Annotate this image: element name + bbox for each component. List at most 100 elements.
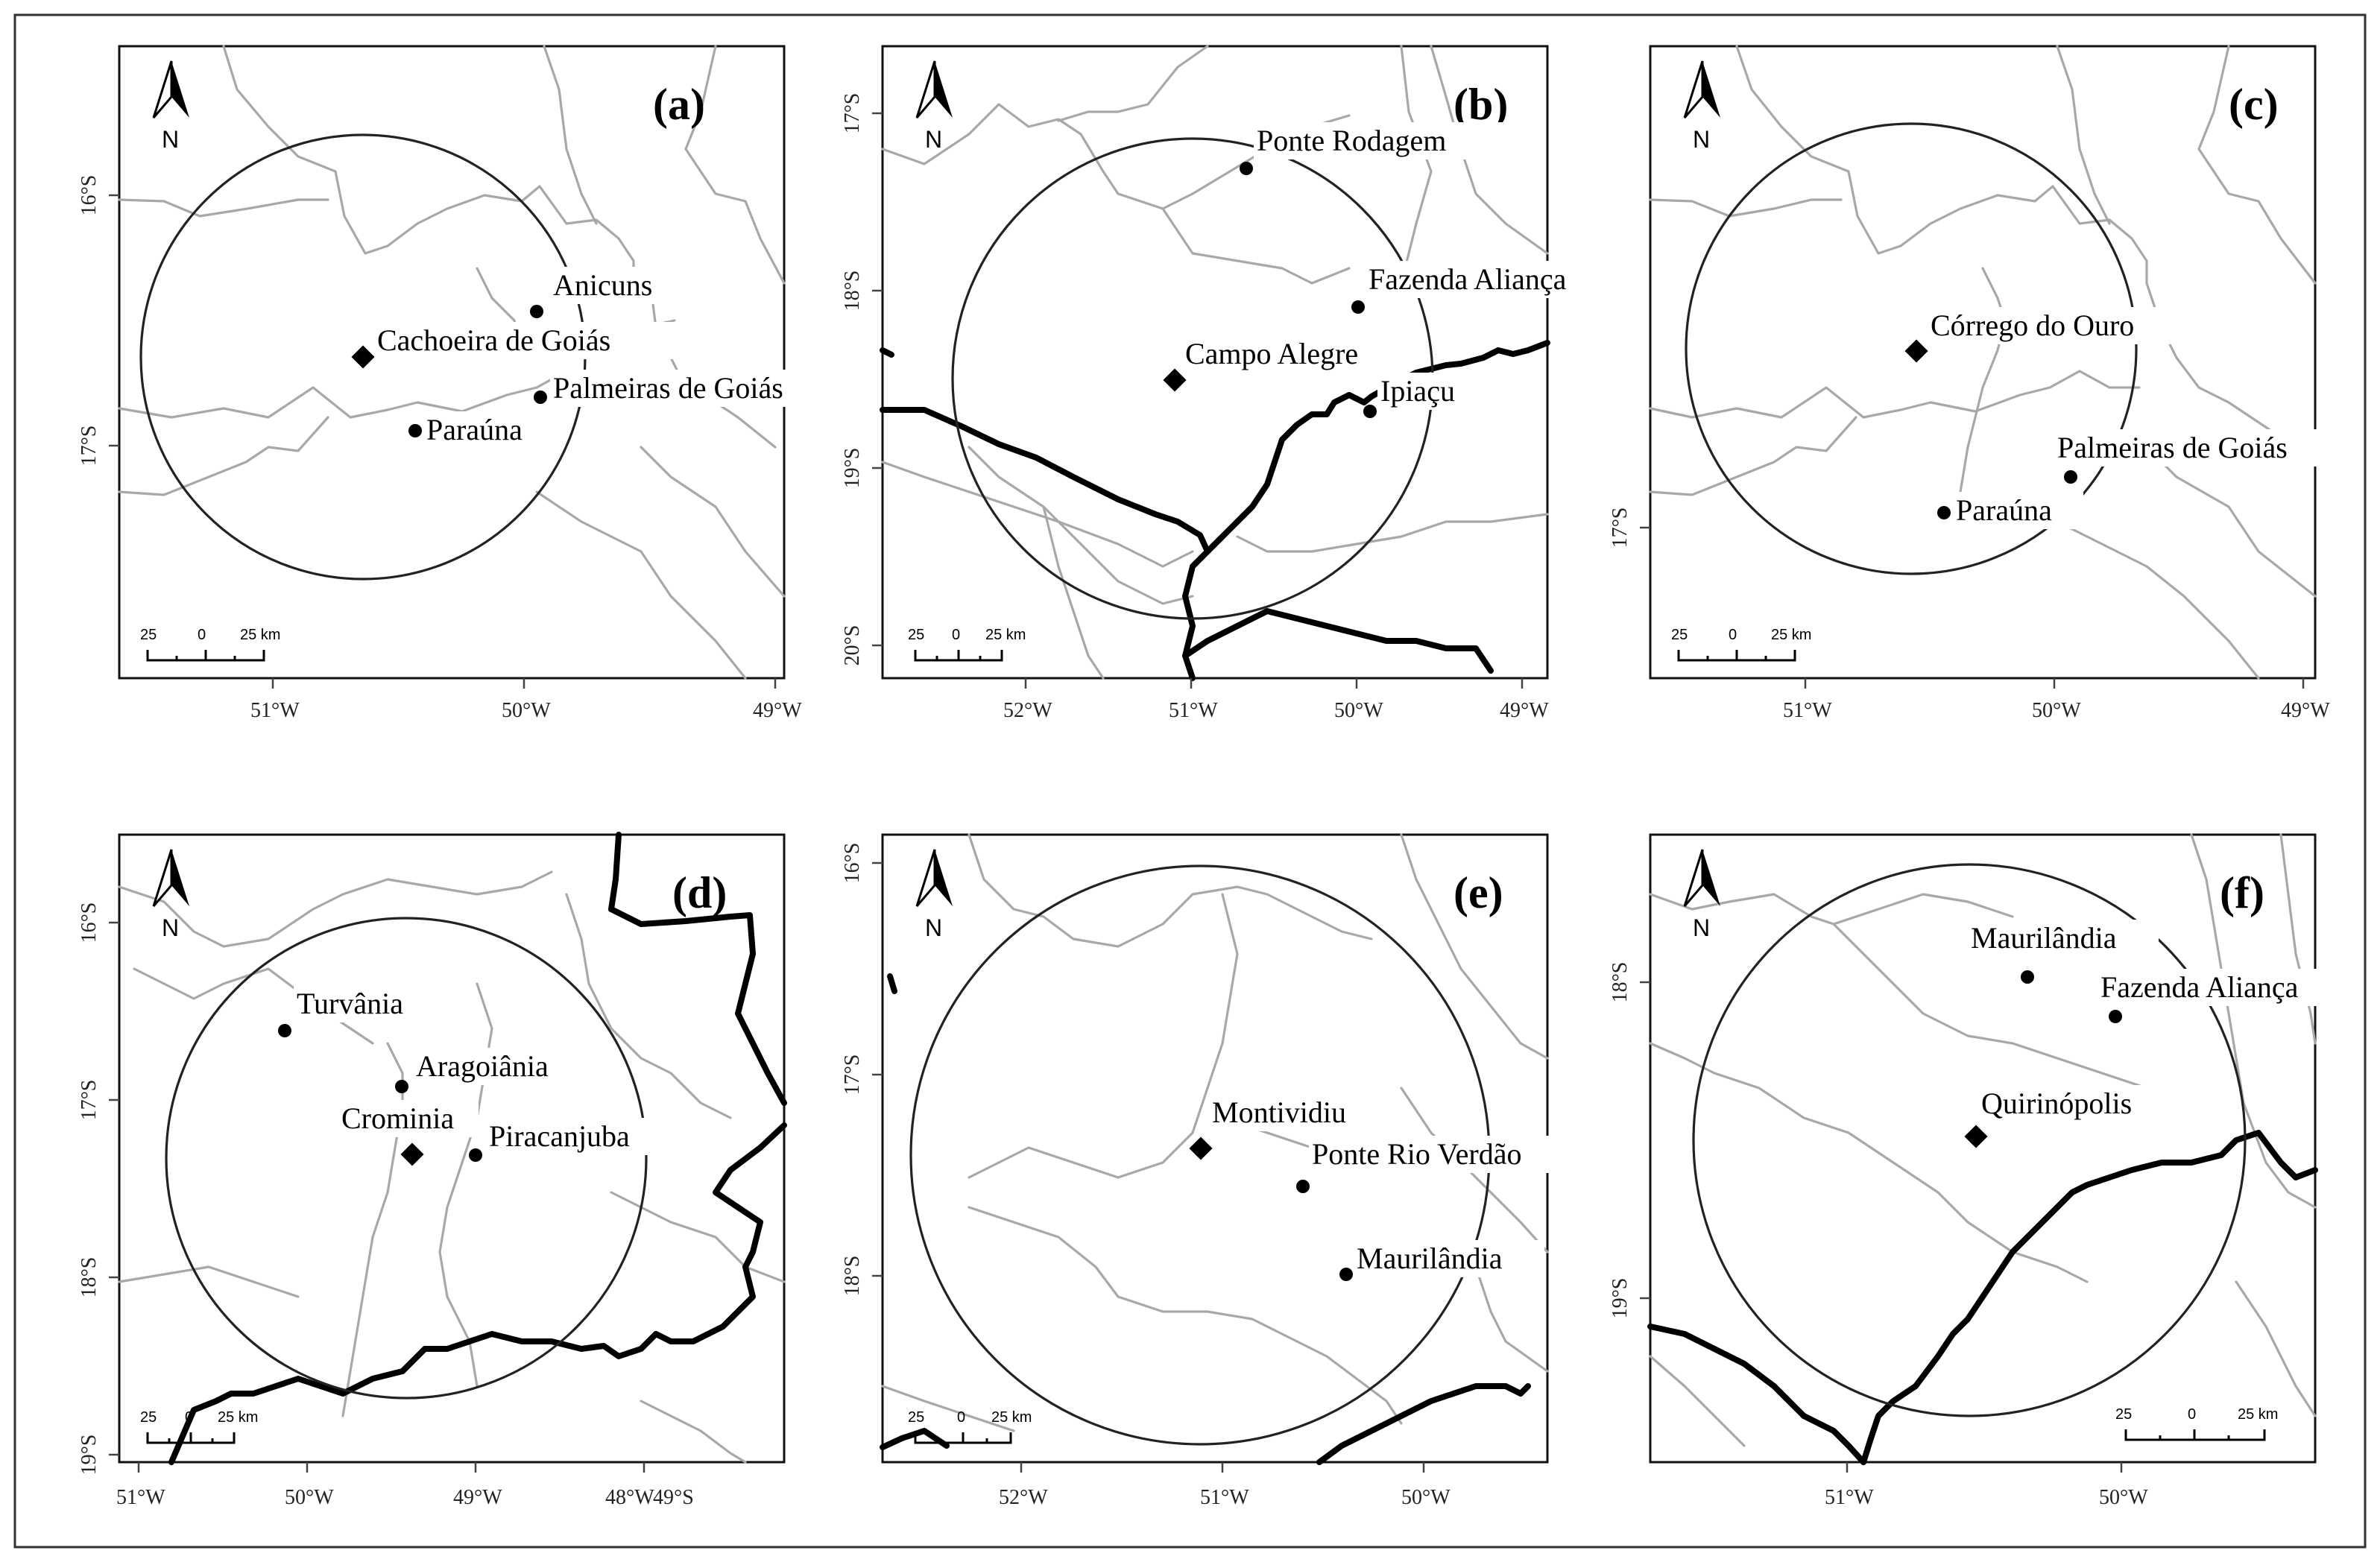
y-tick-f-0: 18°S (1609, 962, 1632, 1003)
y-tick-d-2: 18°S (78, 1257, 101, 1298)
center-label-d: Crominia (341, 1101, 454, 1135)
center-label-a: Cachoeira de Goiás (377, 323, 610, 357)
station-label-f-1: Fazenda Aliança (2100, 970, 2299, 1004)
y-tick-d-0: 16°S (78, 902, 101, 943)
station-label-c-0: Palmeiras de Goiás (2057, 431, 2288, 464)
x-tick-e-0: 52°W (999, 1486, 1048, 1509)
panel-label-e: (e) (1453, 868, 1503, 917)
x-tick-d-2: 49°W (453, 1486, 502, 1509)
y-tick-e-1: 17°S (841, 1054, 864, 1095)
x-tick-c-2: 49°W (2281, 699, 2330, 722)
station-label-a-2: Paraúna (426, 413, 523, 446)
x-tick-b-1: 51°W (1169, 699, 1218, 722)
y-tick-a-1: 17°S (78, 426, 101, 467)
scale-zero-b: 0 (952, 627, 960, 643)
scale-right-c: 25 km (1771, 627, 1811, 643)
scale-left-b: 25 (908, 627, 924, 643)
station-dot-f-1 (2109, 1010, 2122, 1023)
x-tick-e-2: 50°W (1401, 1486, 1451, 1509)
station-dot-d-2 (469, 1148, 482, 1162)
scale-right-e: 25 km (991, 1409, 1032, 1426)
center-label-b: Campo Alegre (1185, 337, 1358, 370)
x-tick-d-1: 50°W (285, 1486, 334, 1509)
scale-zero-e: 0 (957, 1409, 965, 1426)
station-label-e-1: Maurilândia (1357, 1242, 1503, 1275)
panel-label-f: (f) (2220, 868, 2264, 917)
scale-right-f: 25 km (2238, 1406, 2278, 1423)
north-label-e: N (925, 914, 942, 941)
scale-left-d: 25 (140, 1409, 157, 1426)
scale-left-a: 25 (140, 627, 157, 643)
station-dot-a-0 (530, 305, 543, 318)
panel-label-d: (d) (672, 868, 727, 917)
y-tick-b-0: 17°S (841, 93, 864, 134)
north-label-a: N (162, 126, 179, 153)
y-tick-b-3: 20°S (841, 625, 864, 666)
north-label-d: N (162, 914, 179, 941)
station-label-b-2: Ipiaçu (1380, 374, 1455, 408)
station-dot-b-1 (1351, 300, 1365, 314)
y-tick-a-0: 16°S (78, 175, 101, 216)
y-tick-b-2: 19°S (841, 448, 864, 489)
scale-zero-f: 0 (2188, 1406, 2196, 1423)
x-tick-d-4: 49°S (653, 1486, 694, 1509)
scale-right-b: 25 km (985, 627, 1026, 643)
x-tick-e-1: 51°W (1200, 1486, 1249, 1509)
north-label-b: N (925, 126, 942, 153)
x-tick-c-0: 51°W (1783, 699, 1832, 722)
station-label-a-1: Palmeiras de Goiás (553, 371, 783, 405)
station-dot-e-1 (1339, 1268, 1353, 1281)
y-tick-e-2: 18°S (841, 1256, 864, 1297)
x-tick-a-1: 50°W (502, 699, 551, 722)
scale-left-c: 25 (1671, 627, 1688, 643)
station-dot-d-1 (395, 1080, 408, 1093)
x-tick-b-3: 49°W (1500, 699, 1549, 722)
y-tick-d-3: 19°S (78, 1435, 101, 1476)
station-label-c-1: Paraúna (1956, 493, 2052, 527)
station-c-1: Paraúna (1937, 492, 2083, 529)
x-tick-f-1: 50°W (2099, 1486, 2148, 1509)
scale-right-d: 25 km (218, 1409, 258, 1426)
station-dot-e-0 (1296, 1180, 1310, 1193)
panel-label-a: (a) (653, 80, 705, 129)
y-tick-e-0: 16°S (841, 843, 864, 884)
station-a-2: Paraúna (408, 411, 554, 449)
station-dot-a-2 (408, 424, 422, 437)
station-label-d-0: Turvânia (297, 987, 403, 1020)
station-label-d-2: Piracanjuba (489, 1119, 630, 1153)
panel-label-c: (c) (2229, 80, 2279, 129)
y-tick-d-1: 17°S (78, 1080, 101, 1121)
scale-left-e: 25 (908, 1409, 924, 1426)
station-label-a-0: Anicuns (553, 268, 652, 302)
station-label-d-1: Aragoiânia (416, 1049, 549, 1083)
station-dot-d-0 (278, 1024, 291, 1037)
y-tick-c-0: 17°S (1609, 508, 1632, 548)
station-a-1: Palmeiras de Goiás (534, 370, 842, 407)
scale-zero-a: 0 (198, 627, 206, 643)
y-tick-b-1: 18°S (841, 271, 864, 312)
x-tick-d-3: 48°W (605, 1486, 654, 1509)
scale-zero-d: 0 (185, 1409, 193, 1426)
x-tick-c-1: 50°W (2032, 699, 2081, 722)
station-dot-c-0 (2064, 470, 2077, 484)
x-tick-a-0: 51°W (250, 699, 300, 722)
x-tick-d-0: 51°W (116, 1486, 165, 1509)
north-label-c: N (1693, 126, 1710, 153)
x-tick-a-2: 49°W (753, 699, 802, 722)
station-dot-b-0 (1240, 162, 1253, 175)
station-dot-f-0 (2021, 970, 2034, 984)
scale-right-a: 25 km (240, 627, 280, 643)
station-label-e-0: Ponte Rio Verdão (1312, 1137, 1521, 1171)
x-tick-b-2: 50°W (1334, 699, 1383, 722)
center-label-e: Montividiu (1212, 1095, 1346, 1129)
panel-label-b: (b) (1453, 80, 1508, 129)
center-label-f: Quirinópolis (1981, 1087, 2132, 1120)
station-dot-c-1 (1937, 506, 1951, 519)
station-dot-a-1 (534, 390, 547, 404)
scale-zero-c: 0 (1729, 627, 1737, 643)
station-dot-b-2 (1363, 405, 1377, 418)
x-tick-f-0: 51°W (1825, 1486, 1874, 1509)
scale-left-f: 25 (2115, 1406, 2132, 1423)
station-label-b-0: Ponte Rodagem (1257, 124, 1446, 157)
